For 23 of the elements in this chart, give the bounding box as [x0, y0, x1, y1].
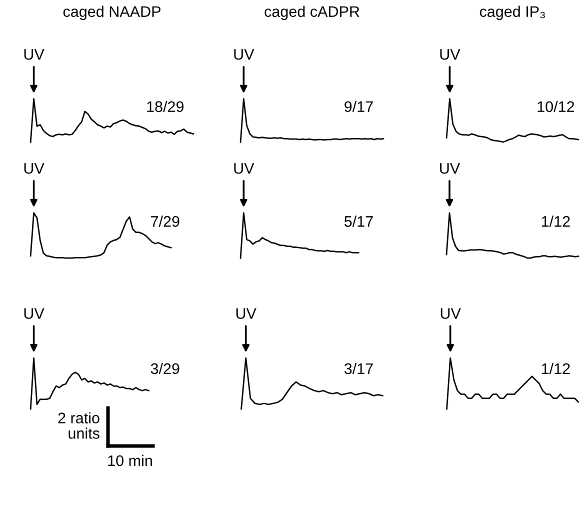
annotation: 3/17: [344, 362, 373, 374]
annotation: 9/17: [344, 100, 373, 112]
annotation: 5/17: [344, 216, 373, 227]
text: UV: [236, 308, 256, 319]
annotation: 1/12: [542, 362, 570, 374]
text: UV: [24, 308, 44, 319]
annotation: 3/29: [150, 362, 180, 374]
chart-title: caged cADPR: [264, 6, 360, 20]
chart-title: caged IP₃: [480, 6, 545, 20]
annotation: 10/12: [538, 100, 574, 112]
annotation: 18/29: [147, 100, 184, 112]
text: UV: [24, 163, 44, 174]
text: UV: [440, 163, 460, 174]
text: 10 min: [108, 454, 152, 466]
annotation: 1/12: [542, 216, 570, 227]
annotation: 7/29: [151, 216, 180, 227]
text: UV: [234, 163, 254, 174]
text: UV: [440, 49, 460, 60]
chart-title: caged NAADP: [63, 6, 160, 20]
text: 2 ratio units: [58, 412, 100, 439]
text: UV: [440, 308, 461, 319]
text: UV: [24, 49, 44, 60]
text: UV: [234, 49, 254, 60]
